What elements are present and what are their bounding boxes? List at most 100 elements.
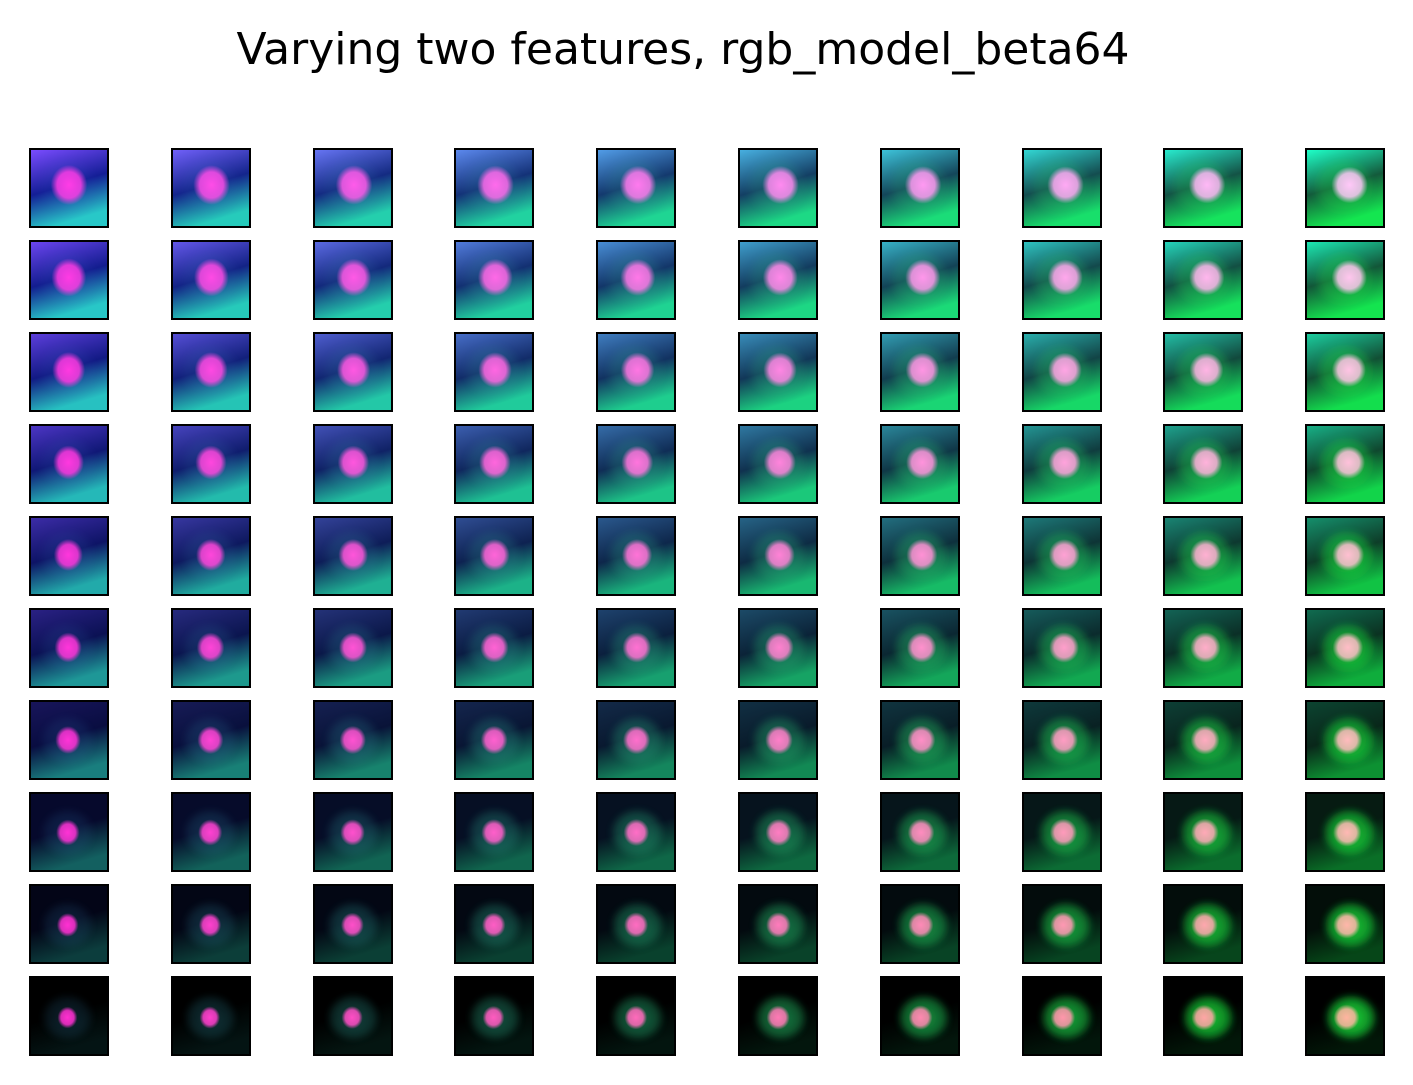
image-tile: [313, 424, 393, 504]
image-tile: [1022, 976, 1102, 1056]
image-tile: [29, 700, 109, 780]
image-tile: [1305, 792, 1385, 872]
image-tile: [171, 976, 251, 1056]
image-tile: [880, 516, 960, 596]
image-tile: [29, 884, 109, 964]
image-tile: [1022, 148, 1102, 228]
image-tile: [1163, 792, 1243, 872]
image-tile: [1305, 884, 1385, 964]
image-tile: [313, 516, 393, 596]
image-tile: [596, 424, 676, 504]
image-tile: [880, 608, 960, 688]
image-tile: [1022, 516, 1102, 596]
image-tile: [596, 240, 676, 320]
image-tile: [1022, 792, 1102, 872]
image-tile: [738, 792, 818, 872]
image-tile: [454, 332, 534, 412]
image-tile: [171, 240, 251, 320]
image-tile: [738, 240, 818, 320]
image-tile: [738, 700, 818, 780]
image-tile: [313, 976, 393, 1056]
image-tile: [313, 240, 393, 320]
image-tile: [1305, 240, 1385, 320]
image-tile: [596, 608, 676, 688]
image-tile: [1163, 700, 1243, 780]
image-tile: [738, 516, 818, 596]
image-tile: [738, 332, 818, 412]
image-tile: [596, 700, 676, 780]
image-tile: [1163, 148, 1243, 228]
image-tile: [313, 332, 393, 412]
image-tile: [454, 792, 534, 872]
image-tile: [454, 700, 534, 780]
image-tile: [171, 332, 251, 412]
image-tile: [29, 608, 109, 688]
image-tile: [596, 792, 676, 872]
image-tile: [1305, 332, 1385, 412]
image-tile: [171, 516, 251, 596]
image-tile: [596, 884, 676, 964]
image-tile: [454, 424, 534, 504]
image-tile: [880, 976, 960, 1056]
image-tile: [1305, 976, 1385, 1056]
image-tile: [454, 608, 534, 688]
image-tile: [738, 884, 818, 964]
image-tile: [1305, 608, 1385, 688]
image-tile: [171, 424, 251, 504]
image-tile: [313, 700, 393, 780]
image-tile: [1022, 884, 1102, 964]
image-tile: [738, 608, 818, 688]
image-tile: [1163, 516, 1243, 596]
image-tile: [880, 424, 960, 504]
image-tile: [1305, 516, 1385, 596]
image-tile: [1163, 884, 1243, 964]
image-tile: [1022, 700, 1102, 780]
image-tile: [454, 148, 534, 228]
image-tile: [738, 148, 818, 228]
image-tile: [454, 240, 534, 320]
image-tile: [596, 332, 676, 412]
image-tile: [1163, 332, 1243, 412]
image-tile: [880, 884, 960, 964]
image-tile: [29, 516, 109, 596]
image-tile: [1022, 332, 1102, 412]
image-tile: [454, 516, 534, 596]
image-tile: [171, 700, 251, 780]
image-tile: [738, 424, 818, 504]
image-tile: [171, 884, 251, 964]
image-tile: [29, 148, 109, 228]
image-tile: [738, 976, 818, 1056]
image-tile: [454, 884, 534, 964]
image-tile: [880, 240, 960, 320]
image-tile: [880, 792, 960, 872]
image-tile: [1163, 240, 1243, 320]
image-tile: [596, 516, 676, 596]
image-tile: [454, 976, 534, 1056]
image-tile: [29, 424, 109, 504]
image-tile: [880, 332, 960, 412]
image-tile: [171, 148, 251, 228]
image-tile: [29, 792, 109, 872]
image-tile: [1305, 424, 1385, 504]
image-tile: [1022, 424, 1102, 504]
image-tile: [1022, 240, 1102, 320]
image-tile: [313, 884, 393, 964]
image-tile: [596, 976, 676, 1056]
image-tile: [1163, 976, 1243, 1056]
image-tile: [29, 240, 109, 320]
image-tile: [171, 792, 251, 872]
image-tile: [1305, 700, 1385, 780]
image-tile: [29, 332, 109, 412]
image-tile: [1022, 608, 1102, 688]
image-tile: [1305, 148, 1385, 228]
image-tile: [171, 608, 251, 688]
image-tile: [1163, 424, 1243, 504]
image-tile: [880, 148, 960, 228]
image-tile: [596, 148, 676, 228]
image-tile: [313, 608, 393, 688]
image-tile: [313, 792, 393, 872]
image-tile: [29, 976, 109, 1056]
image-tile: [1163, 608, 1243, 688]
image-tile: [313, 148, 393, 228]
